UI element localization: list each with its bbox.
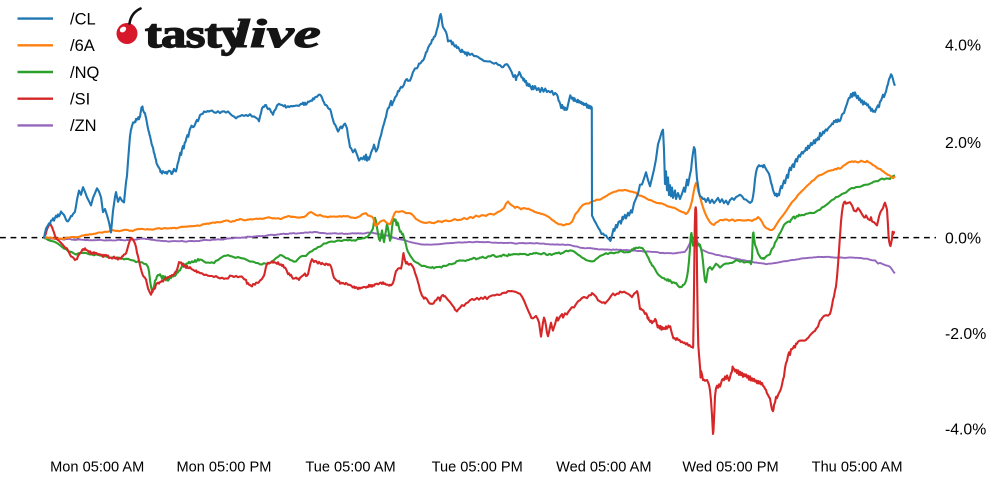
- svg-text:Mon 05:00 AM: Mon 05:00 AM: [50, 460, 144, 476]
- svg-text:Tue 05:00 PM: Tue 05:00 PM: [432, 460, 523, 476]
- svg-text:/SI: /SI: [70, 91, 90, 109]
- svg-text:4.0%: 4.0%: [945, 38, 981, 55]
- svg-text:Thu 05:00 AM: Thu 05:00 AM: [812, 460, 903, 476]
- svg-text:-4.0%: -4.0%: [945, 422, 986, 439]
- svg-text:0.0%: 0.0%: [945, 231, 981, 248]
- svg-text:live: live: [233, 12, 321, 56]
- svg-text:Mon 05:00 PM: Mon 05:00 PM: [176, 460, 271, 476]
- svg-text:Tue 05:00 AM: Tue 05:00 AM: [305, 460, 395, 476]
- svg-text:tasty: tasty: [145, 11, 246, 56]
- svg-text:/6A: /6A: [70, 37, 95, 55]
- svg-text:/ZN: /ZN: [70, 117, 97, 135]
- svg-text:Wed 05:00 AM: Wed 05:00 AM: [556, 460, 651, 476]
- svg-text:Wed 05:00 PM: Wed 05:00 PM: [682, 460, 778, 476]
- svg-text:-2.0%: -2.0%: [945, 326, 986, 343]
- svg-text:/NQ: /NQ: [70, 64, 100, 82]
- svg-text:2.0%: 2.0%: [945, 135, 981, 152]
- svg-text:/CL: /CL: [70, 10, 96, 28]
